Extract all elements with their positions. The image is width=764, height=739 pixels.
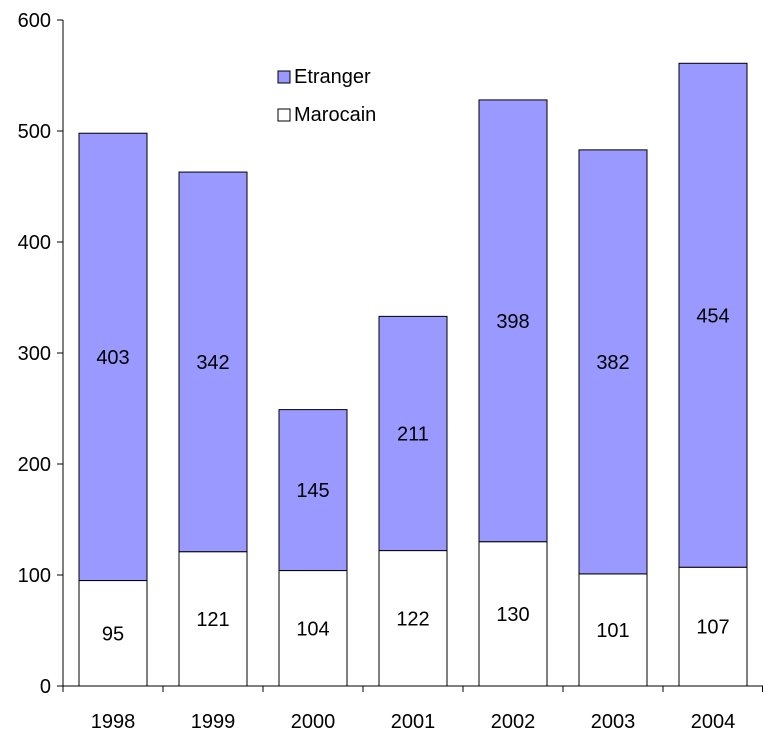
- y-tick-label-600: 600: [18, 10, 51, 32]
- bar-etranger-2004: [678, 62, 748, 568]
- y-tick-label-400: 400: [18, 232, 51, 254]
- y-tick-label-200: 200: [18, 454, 51, 476]
- y-tick-label-0: 0: [40, 676, 51, 698]
- data-label-etranger-2000: 145: [296, 480, 329, 502]
- data-label-marocain-2002: 130: [496, 604, 529, 626]
- x-tick-label-2000: 2000: [291, 711, 336, 733]
- data-label-marocain-1998: 95: [102, 623, 124, 645]
- bar-etranger-1999: [178, 171, 248, 553]
- x-tick-label-2003: 2003: [591, 711, 636, 733]
- legend: Etranger Marocain: [277, 66, 376, 126]
- data-labels-layer: 95 403 121 342 104 145 122 211 130 398 101 382 107 45…: [96, 305, 729, 645]
- x-tick-label-2004: 2004: [691, 711, 736, 733]
- data-label-marocain-2004: 107: [696, 617, 729, 639]
- bar-etranger-2002: [478, 99, 548, 543]
- y-tick-label-100: 100: [18, 565, 51, 587]
- bar-marocain-2004: [678, 566, 748, 687]
- bar-marocain-2003: [578, 573, 648, 687]
- data-label-etranger-1999: 342: [196, 352, 229, 374]
- legend-swatch-marocain: [277, 108, 291, 122]
- x-tick-label-1999: 1999: [191, 711, 236, 733]
- bar-etranger-1998: [78, 132, 148, 582]
- bar-etranger-2003: [578, 149, 648, 575]
- data-label-marocain-2001: 122: [396, 608, 429, 630]
- data-label-etranger-2004: 454: [696, 305, 729, 327]
- data-label-etranger-2002: 398: [496, 311, 529, 333]
- data-label-etranger-2001: 211: [397, 423, 429, 445]
- data-label-marocain-2000: 104: [296, 618, 329, 640]
- bar-marocain-2000: [278, 570, 348, 687]
- axes-layer: 0 100 200 300 400 500 600 1998 1999 2000 2001 2002 2…: [18, 10, 763, 733]
- legend-label-marocain: Marocain: [294, 104, 376, 126]
- legend-label-etranger: Etranger: [294, 66, 371, 88]
- x-tick-label-2001: 2001: [391, 711, 436, 733]
- legend-swatch-etranger: [277, 70, 291, 84]
- x-tick-label-1998: 1998: [91, 711, 136, 733]
- y-tick-label-500: 500: [18, 121, 51, 143]
- x-tick-label-2002: 2002: [491, 711, 536, 733]
- bar-marocain-1998: [78, 580, 148, 687]
- data-label-marocain-1999: 121: [196, 609, 229, 631]
- bars-layer: [78, 62, 748, 687]
- bar-etranger-2001: [378, 315, 448, 552]
- data-label-etranger-1998: 403: [96, 347, 129, 369]
- bar-etranger-2000: [278, 409, 348, 572]
- y-tick-label-300: 300: [18, 343, 51, 365]
- data-label-etranger-2003: 382: [596, 352, 629, 374]
- data-label-marocain-2003: 101: [596, 620, 629, 642]
